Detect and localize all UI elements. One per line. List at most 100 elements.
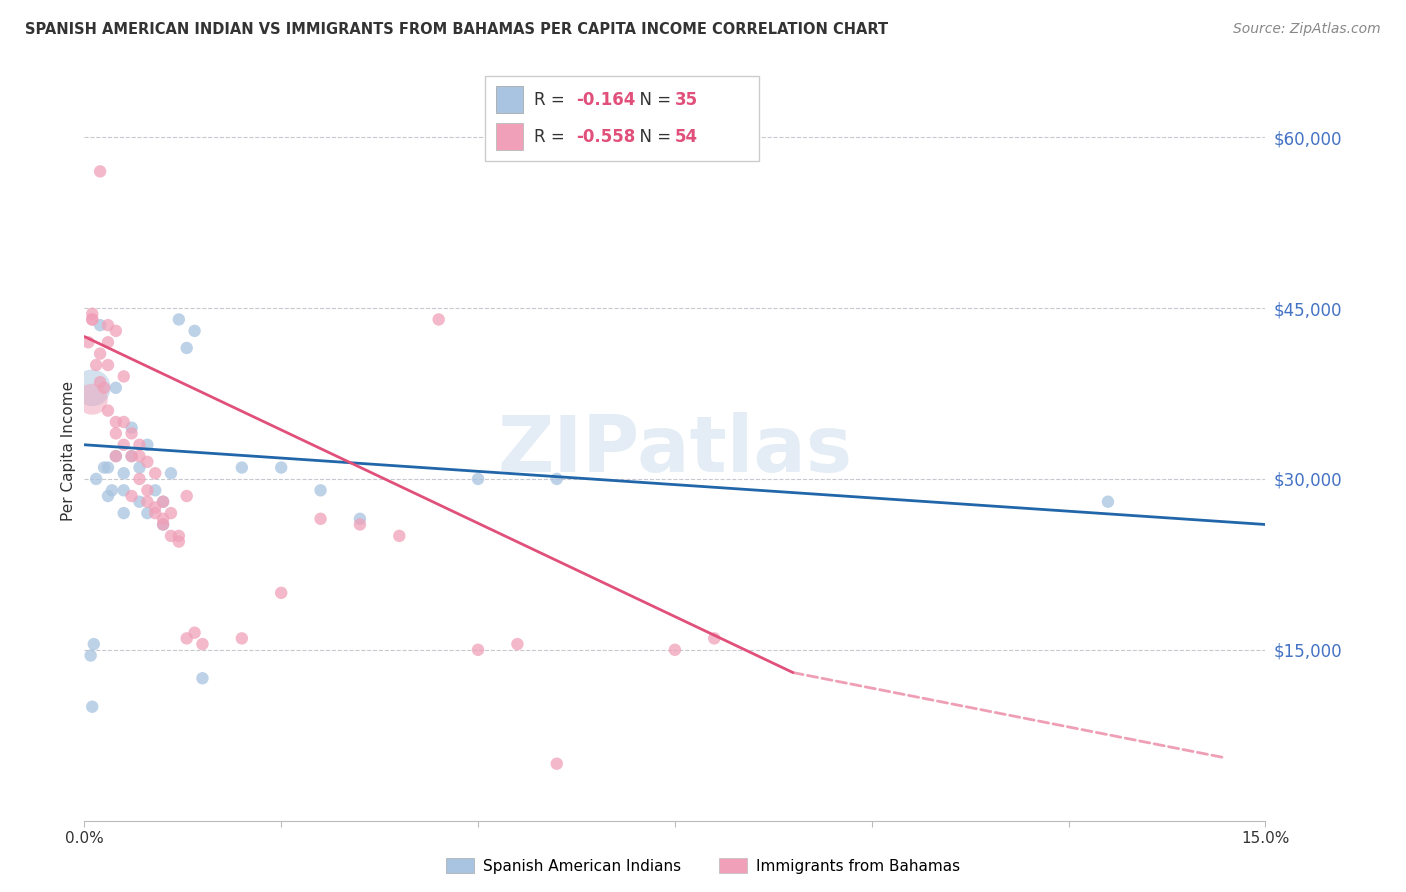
Point [467, 642, 489, 657]
Point [121, 449, 143, 463]
Point [128, 460, 150, 475]
Point [112, 506, 135, 520]
Point [143, 506, 166, 520]
Point [152, 517, 174, 532]
Point [143, 483, 166, 498]
Point [93, 460, 115, 475]
Point [104, 449, 127, 463]
Point [1097, 494, 1119, 508]
Point [128, 438, 150, 452]
Point [664, 642, 686, 657]
Point [467, 472, 489, 486]
Point [128, 472, 150, 486]
Point [97, 460, 120, 475]
Point [97, 318, 120, 333]
Point [388, 529, 411, 543]
Point [183, 625, 205, 640]
Point [104, 449, 127, 463]
Point [82, 307, 104, 321]
Point [84, 472, 107, 486]
Point [506, 637, 529, 651]
Point [167, 529, 190, 543]
Point [152, 494, 174, 508]
Point [112, 415, 135, 429]
Y-axis label: Per Capita Income: Per Capita Income [60, 380, 76, 521]
Text: R =: R = [534, 128, 571, 145]
Point [160, 467, 183, 481]
Text: N =: N = [628, 128, 676, 145]
Point [104, 415, 127, 429]
Point [97, 403, 120, 417]
Point [82, 312, 104, 326]
Text: -0.558: -0.558 [576, 128, 636, 145]
Text: Source: ZipAtlas.com: Source: ZipAtlas.com [1233, 22, 1381, 37]
Text: N =: N = [628, 91, 676, 109]
Point [183, 324, 205, 338]
Point [427, 312, 450, 326]
Point [89, 346, 111, 360]
Point [84, 358, 107, 372]
Point [152, 517, 174, 532]
Point [231, 632, 253, 646]
Point [136, 483, 159, 498]
Point [176, 489, 198, 503]
Text: SPANISH AMERICAN INDIAN VS IMMIGRANTS FROM BAHAMAS PER CAPITA INCOME CORRELATION: SPANISH AMERICAN INDIAN VS IMMIGRANTS FR… [25, 22, 889, 37]
Point [270, 460, 292, 475]
Point [160, 529, 183, 543]
Point [191, 671, 214, 685]
Point [309, 483, 332, 498]
Point [191, 637, 214, 651]
Point [128, 494, 150, 508]
Point [82, 381, 104, 395]
Point [104, 381, 127, 395]
Point [143, 467, 166, 481]
Point [349, 517, 371, 532]
Point [97, 358, 120, 372]
Point [270, 586, 292, 600]
Text: R =: R = [534, 91, 571, 109]
Point [152, 494, 174, 508]
Point [136, 506, 159, 520]
Point [79, 648, 101, 663]
Point [112, 467, 135, 481]
Point [176, 341, 198, 355]
Point [121, 420, 143, 434]
Point [143, 500, 166, 515]
Point [93, 381, 115, 395]
Point [97, 335, 120, 350]
Point [104, 426, 127, 441]
Point [546, 472, 568, 486]
Point [82, 392, 104, 407]
Point [112, 438, 135, 452]
Point [128, 449, 150, 463]
Point [89, 164, 111, 178]
Text: 54: 54 [675, 128, 699, 145]
Point [121, 426, 143, 441]
Legend: Spanish American Indians, Immigrants from Bahamas: Spanish American Indians, Immigrants fro… [440, 852, 966, 880]
Point [112, 483, 135, 498]
Point [703, 632, 725, 646]
Point [82, 699, 104, 714]
Point [136, 438, 159, 452]
Point [82, 312, 104, 326]
Point [89, 375, 111, 389]
Point [136, 455, 159, 469]
Point [160, 506, 183, 520]
Point [349, 512, 371, 526]
Point [112, 369, 135, 384]
Point [104, 324, 127, 338]
Text: ZIPatlas: ZIPatlas [498, 412, 852, 489]
Point [176, 632, 198, 646]
Point [152, 512, 174, 526]
Point [121, 449, 143, 463]
Point [546, 756, 568, 771]
Point [97, 489, 120, 503]
Point [83, 637, 105, 651]
Point [231, 460, 253, 475]
Text: -0.164: -0.164 [576, 91, 636, 109]
Point [167, 312, 190, 326]
Point [101, 483, 124, 498]
Point [121, 489, 143, 503]
Point [309, 512, 332, 526]
Point [136, 494, 159, 508]
